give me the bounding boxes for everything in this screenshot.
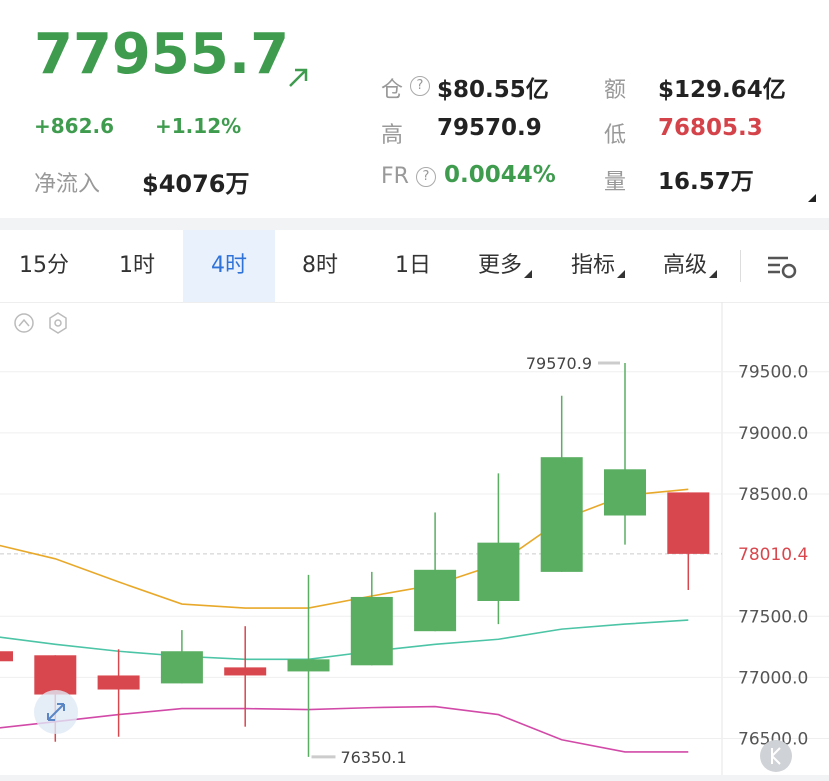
price: 77955.7	[34, 22, 290, 87]
settings-icon[interactable]	[766, 254, 800, 280]
stat-value: 16.57万	[658, 169, 754, 195]
expand-triangle[interactable]	[806, 192, 818, 204]
candle-body	[0, 651, 13, 662]
candle-body	[224, 667, 267, 676]
candle-body	[540, 457, 583, 572]
y-tick-label: 79000.0	[738, 424, 808, 444]
candle-body	[287, 659, 330, 672]
y-tick-label: 79500.0	[738, 363, 808, 383]
stat-value: 76805.3	[658, 115, 763, 141]
dropdown-triangle	[709, 270, 717, 278]
candle-body	[604, 469, 646, 516]
collapse-icon	[18, 318, 30, 327]
candle-body	[160, 651, 203, 684]
stat-value: 0.0044%	[444, 162, 556, 188]
dropdown-triangle	[524, 270, 532, 278]
candle-body	[414, 569, 457, 632]
tab[interactable]: 8时	[302, 253, 338, 278]
change: +862.6	[34, 114, 115, 138]
candle-body	[667, 492, 710, 554]
fullscreen-icon	[47, 703, 65, 721]
divider	[0, 302, 829, 303]
info-icon[interactable]: ?	[416, 167, 436, 187]
stat-label: FR	[381, 164, 409, 189]
kline-icon[interactable]	[760, 740, 792, 772]
candle-body	[350, 596, 393, 666]
y-tick-label: 77500.0	[738, 607, 808, 627]
ma-line	[0, 488, 689, 609]
divider	[0, 775, 829, 781]
y-tick-label: 78500.0	[738, 485, 808, 505]
stat-value: $80.55亿	[437, 77, 549, 103]
high-annotation: 79570.9	[526, 354, 592, 373]
tab[interactable]: 指标	[570, 253, 615, 278]
net-inflow-label: 净流入	[34, 172, 101, 197]
stat-label: 低	[604, 123, 627, 148]
collapse-icon[interactable]	[14, 313, 34, 333]
settings-icon	[54, 319, 62, 327]
low-annotation: 76350.1	[341, 748, 407, 767]
tab[interactable]: 更多	[477, 253, 522, 278]
candle-body	[34, 655, 77, 695]
tab[interactable]: 高级	[662, 253, 707, 278]
y-tick-label: 77000.0	[738, 668, 808, 688]
stat-value: 79570.9	[437, 115, 542, 141]
candle-body	[97, 675, 140, 690]
dropdown-triangle	[617, 270, 625, 278]
stat-label: 仓	[381, 78, 404, 103]
candle-body	[477, 542, 520, 601]
stat-label: 量	[604, 170, 627, 195]
tab[interactable]: 1日	[395, 253, 431, 278]
net-inflow: $4076万	[142, 170, 250, 198]
chart: 76500.0 77000.0 77500.0 78500.0 79000.0 79500…	[0, 302, 829, 775]
trend-arrow	[289, 68, 308, 87]
ma-line	[0, 619, 689, 661]
divider	[0, 218, 829, 230]
tab[interactable]: 1时	[119, 253, 155, 278]
change-pct: +1.12%	[155, 114, 242, 138]
price-label-bg	[726, 539, 826, 568]
stat-value: $129.64亿	[658, 77, 786, 103]
ma-line	[0, 705, 689, 753]
stat-label: 高	[381, 123, 404, 148]
info-icon[interactable]: ?	[410, 76, 430, 96]
stat-label: 额	[604, 78, 627, 103]
tab[interactable]: 4时	[183, 230, 275, 302]
y-tick-label: 76500.0	[738, 730, 808, 750]
settings-icon[interactable]	[49, 312, 67, 334]
tab[interactable]: 15分	[19, 253, 69, 278]
price-label: 78010.4	[738, 545, 808, 565]
separator	[740, 250, 741, 282]
kline-icon	[771, 747, 781, 765]
